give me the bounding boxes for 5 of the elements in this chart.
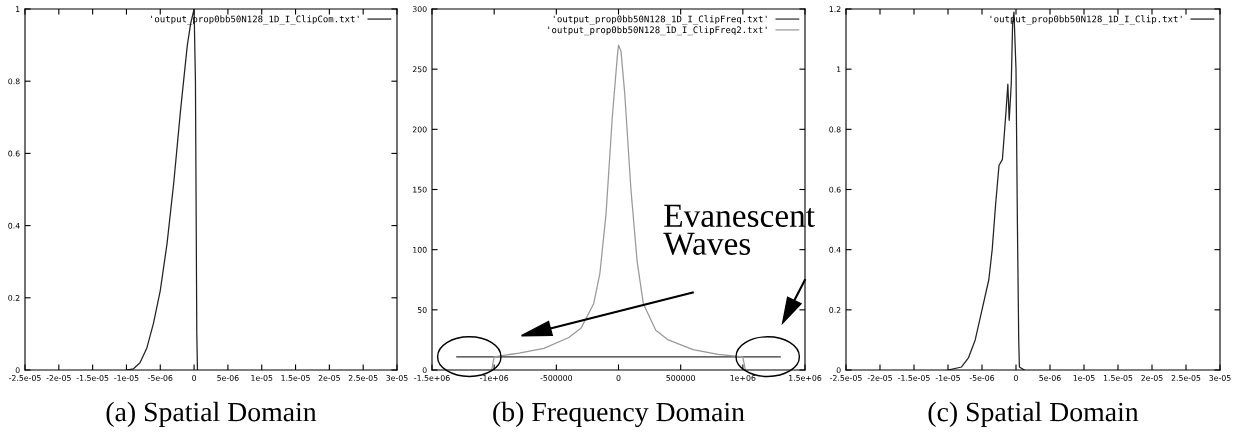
legend-label: 'output_prop0bb50N128_1D_I_ClipFreq.txt' [553, 15, 767, 25]
x-axis-title: (a) Spatial Domain [106, 401, 317, 428]
x-axis-title: (b) Frequency Domain [493, 401, 745, 428]
legend-label: 'output_prop0bb50N128_1D_I_ClipFreq2.txt' [548, 26, 767, 36]
x-axis-title: (c) Spatial Domain [928, 401, 1139, 428]
